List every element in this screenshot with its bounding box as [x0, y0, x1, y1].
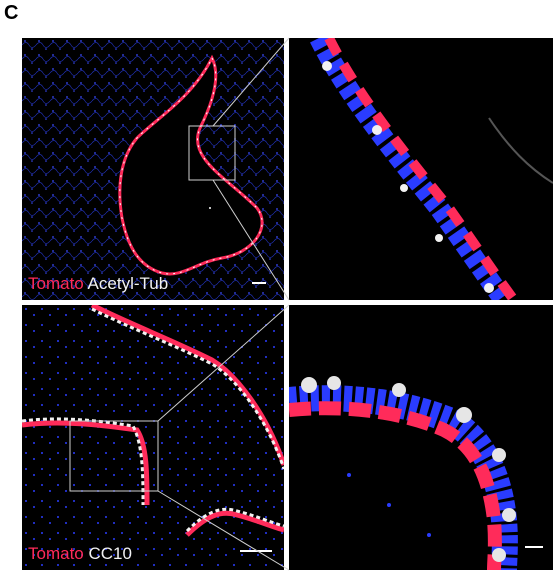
legend-top-left: Tomato Acetyl-Tub — [28, 274, 168, 294]
panel-label: C — [4, 2, 19, 24]
micrograph-bottom-right — [289, 305, 553, 570]
micrograph-bottom-right-image — [289, 376, 518, 570]
legend-cc10: CC10 — [88, 544, 132, 563]
legend-bottom-left: Tomato CC10 — [28, 544, 132, 564]
scale-bar-bottom-left — [240, 550, 272, 552]
micrograph-top-right — [289, 38, 553, 300]
micrograph-bottom-left: Tomato CC10 — [22, 305, 284, 570]
legend-tomato: Tomato — [28, 274, 84, 293]
legend-acetyl-tub: Acetyl-Tub — [87, 274, 169, 293]
scale-bar-top-left — [252, 282, 266, 284]
micrograph-top-right-image — [310, 38, 553, 300]
micrograph-top-left: Tomato Acetyl-Tub — [22, 38, 284, 300]
micrograph-bottom-left-image — [22, 305, 284, 570]
legend-tomato: Tomato — [28, 544, 84, 563]
scale-bar-bottom-right — [525, 546, 543, 548]
micrograph-top-left-image — [22, 38, 284, 300]
